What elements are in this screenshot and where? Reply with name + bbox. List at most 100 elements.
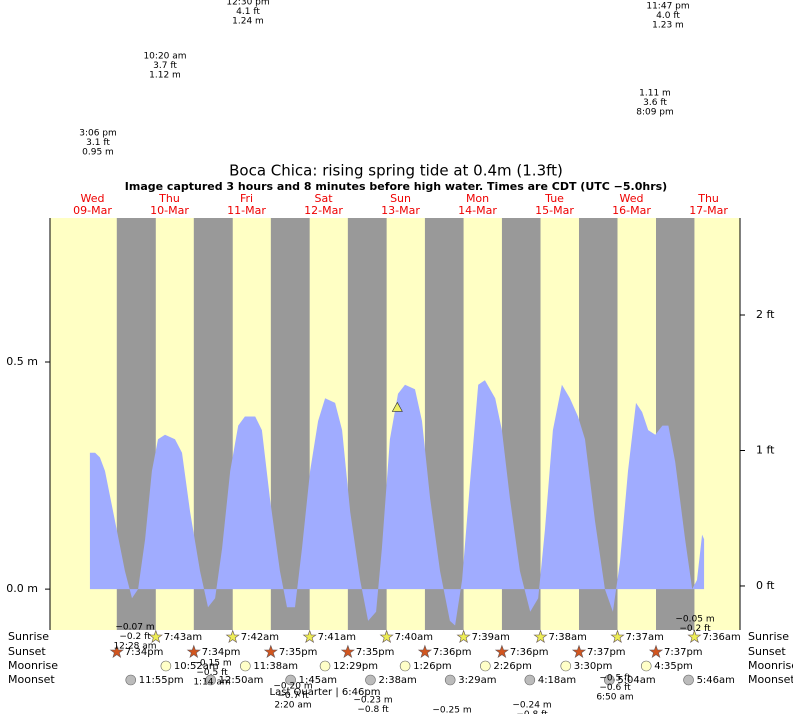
extreme-annotation: −0.8 ft (357, 705, 389, 714)
moonrise-marker (160, 660, 172, 672)
chart-subtitle: Image captured 3 hours and 8 minutes bef… (125, 180, 667, 193)
sunset-marker (648, 644, 664, 659)
extreme-annotation: 3.6 ft (643, 98, 667, 108)
day-date: 09-Mar (73, 204, 112, 217)
extreme-annotation: 3.7 ft (153, 61, 177, 71)
sunset-label: 7:37pm (587, 647, 626, 658)
sunrise-marker (687, 629, 702, 644)
sunset-label: 7:36pm (510, 647, 549, 658)
moonrise-label: 1:26pm (413, 661, 452, 672)
moonrise-marker (480, 660, 491, 672)
extreme-annotation: 1:14 am (193, 678, 230, 688)
moonset-label: 12:50am (219, 675, 264, 686)
sunrise-marker (225, 629, 240, 644)
sunset-marker (494, 644, 509, 659)
sunset-marker (571, 644, 587, 659)
extreme-annotation: 1.11 m (639, 89, 671, 99)
moon-phase: Last Quarter | 6:46pm (270, 687, 381, 698)
extreme-annotation: −0.05 m (675, 615, 714, 625)
sunrise-label: 7:37am (625, 632, 663, 643)
extreme-annotation: −0.24 m (512, 701, 551, 711)
day-date: 17-Mar (689, 204, 728, 217)
moonset-label: 5:04am (617, 675, 655, 686)
moonrise-label: 10:52am (174, 661, 219, 672)
day-name: Thu (697, 192, 719, 205)
sunrise-marker (533, 629, 548, 644)
row-label: Sunset (748, 645, 786, 658)
day-date: 11-Mar (227, 204, 266, 217)
sunset-marker (186, 644, 201, 659)
extreme-annotation: 12:28 am (113, 642, 156, 652)
row-label: Sunset (8, 645, 46, 658)
plot-area (50, 218, 740, 630)
extreme-annotation: 8:09 pm (636, 108, 674, 118)
sunset-label: 7:35pm (279, 647, 318, 658)
row-label: Sunrise (748, 630, 789, 643)
sunrise-label: 7:40am (395, 632, 433, 643)
moonrise-marker (399, 660, 411, 672)
extreme-annotation: 3:06 pm (79, 129, 117, 139)
chart-title: Boca Chica: rising spring tide at 0.4m (… (229, 162, 563, 180)
moonset-marker (125, 674, 137, 686)
row-label: Moonset (8, 673, 55, 686)
moonset-marker (365, 674, 376, 686)
extreme-annotation: 11:47 pm (646, 2, 689, 12)
sunset-label: 7:36pm (433, 647, 472, 658)
extreme-annotation: −0.2 ft (119, 632, 151, 642)
moonrise-label: 12:29pm (333, 661, 378, 672)
extreme-annotation: 1.24 m (232, 17, 264, 27)
extreme-annotation: 12:30 pm (226, 0, 269, 8)
extreme-annotation: −0.5 ft (196, 668, 228, 678)
sunrise-marker (610, 629, 625, 644)
sunset-marker (417, 644, 432, 659)
moonset-marker (524, 674, 536, 686)
extreme-annotation: 1.23 m (652, 21, 684, 31)
row-label: Moonrise (748, 659, 793, 672)
extreme-annotation: −0.5 ft (599, 674, 631, 684)
day-name: Mon (466, 192, 489, 205)
extreme-annotation: −0.15 m (192, 659, 231, 669)
moonset-label: 4:18am (538, 675, 576, 686)
sunrise-label: 7:36am (702, 632, 740, 643)
sunset-label: 7:35pm (356, 647, 395, 658)
moonset-marker (444, 674, 456, 686)
moonset-marker (604, 674, 615, 686)
moonset-marker (683, 674, 694, 686)
day-date: 16-Mar (612, 204, 651, 217)
moonset-label: 3:29am (458, 675, 496, 686)
extreme-annotation: 2:20 am (274, 701, 311, 711)
extreme-annotation: 4.0 ft (656, 11, 680, 21)
moonrise-marker (640, 660, 652, 672)
day-date: 15-Mar (535, 204, 574, 217)
sunrise-label: 7:41am (318, 632, 356, 643)
y2-tick-label: 0 ft (756, 579, 775, 592)
moonset-label: 1:45am (299, 675, 337, 686)
y-tick-label: 0.5 m (6, 355, 38, 368)
day-name: Fri (240, 192, 253, 205)
y-tick-label: 0.0 m (6, 582, 38, 595)
day-name: Sun (390, 192, 411, 205)
moonrise-label: 4:35pm (654, 661, 693, 672)
extreme-annotation: 6:50 am (596, 693, 633, 703)
day-name: Wed (81, 192, 105, 205)
extreme-annotation: 4.1 ft (236, 7, 260, 17)
extreme-annotation: −0.6 ft (599, 683, 631, 693)
sunrise-marker (379, 629, 394, 644)
row-label: Moonrise (8, 659, 58, 672)
moonset-marker (205, 674, 216, 686)
row-label: Sunrise (8, 630, 49, 643)
day-date: 13-Mar (381, 204, 420, 217)
y2-tick-label: 1 ft (756, 443, 775, 456)
sunset-label: 7:34pm (125, 647, 164, 658)
sunrise-marker (456, 629, 471, 644)
sunset-label: 7:37pm (664, 647, 703, 658)
sunrise-marker (148, 629, 163, 644)
moonset-label: 5:46am (697, 675, 735, 686)
moonrise-marker (240, 660, 251, 672)
moonrise-label: 3:30pm (574, 661, 613, 672)
extreme-annotation: −0.2 ft (679, 624, 711, 634)
day-date: 14-Mar (458, 204, 497, 217)
sunrise-marker (302, 629, 317, 644)
extreme-annotation: −0.20 m (273, 682, 312, 692)
current-tide-marker (391, 401, 403, 412)
